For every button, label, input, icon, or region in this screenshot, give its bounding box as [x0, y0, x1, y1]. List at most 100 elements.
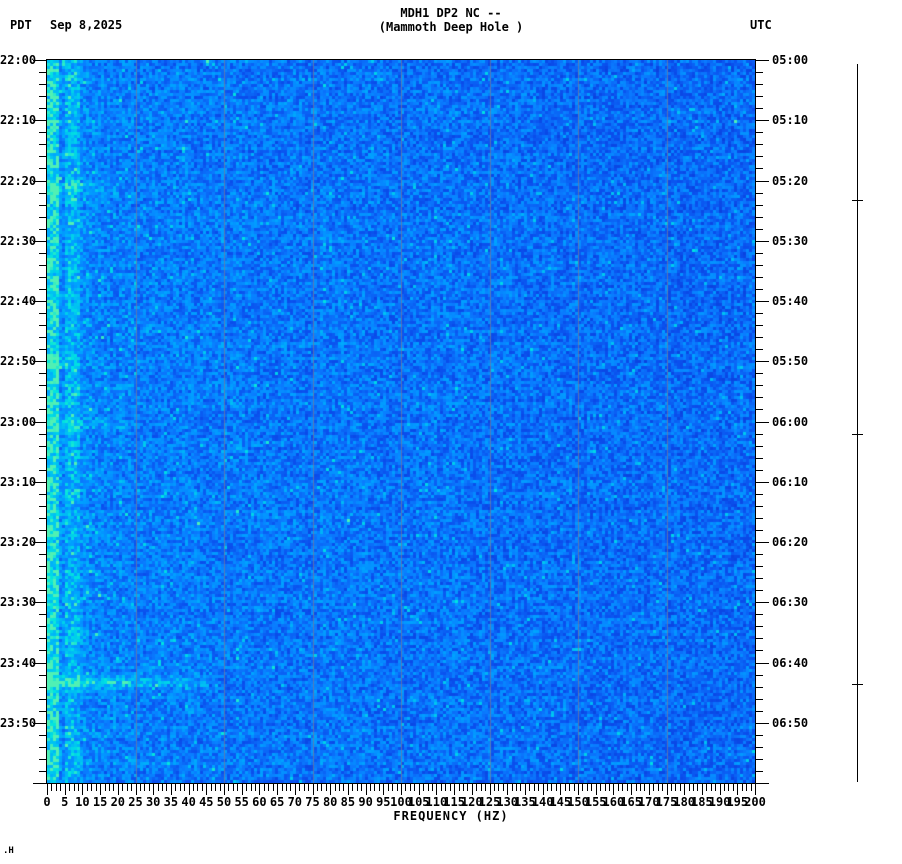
- x-axis-minor-tick: [680, 784, 681, 791]
- y-axis-right-label: 05:10: [772, 113, 809, 128]
- y-axis-right-tick: [756, 313, 763, 314]
- x-axis-minor-tick: [445, 784, 446, 791]
- x-axis-minor-tick: [233, 784, 234, 791]
- x-axis-minor-tick: [78, 784, 79, 791]
- station-title: MDH1 DP2 NC --: [400, 6, 502, 20]
- x-axis-minor-tick: [441, 784, 442, 791]
- x-axis-minor-tick: [556, 784, 557, 791]
- x-axis-minor-tick: [96, 784, 97, 791]
- x-axis-tick-label: 100: [390, 795, 412, 809]
- x-axis-minor-tick: [414, 784, 415, 791]
- y-axis-left-label: 23:00: [0, 414, 37, 429]
- x-axis-major-tick: [737, 784, 738, 795]
- y-axis-left-tick: [39, 409, 46, 410]
- x-axis-minor-tick: [751, 784, 752, 791]
- y-axis-right-tick: [756, 349, 763, 350]
- x-axis-minor-tick: [162, 784, 163, 791]
- x-axis-tick-label: 85: [340, 795, 356, 809]
- x-axis-minor-tick: [220, 784, 221, 791]
- y-axis-right-tick: [756, 241, 769, 242]
- x-axis-line: [46, 783, 756, 784]
- y-axis-right-tick: [756, 277, 763, 278]
- x-axis-minor-tick: [494, 784, 495, 791]
- y-axis-right-tick: [756, 168, 763, 169]
- x-axis-minor-tick: [60, 784, 61, 791]
- x-axis-major-tick: [720, 784, 721, 795]
- y-axis-left-tick: [39, 626, 46, 627]
- y-axis-right-tick: [756, 542, 769, 543]
- y-axis-left-tick: [39, 217, 46, 218]
- x-axis-tick-label: 5: [61, 795, 69, 809]
- y-axis-right-tick: [756, 711, 763, 712]
- x-axis-major-tick: [472, 784, 473, 795]
- y-axis-left-tick: [39, 132, 46, 133]
- x-axis-minor-tick: [211, 784, 212, 791]
- x-axis-major-tick: [702, 784, 703, 795]
- y-axis-left-tick: [39, 506, 46, 507]
- x-axis-minor-tick: [587, 784, 588, 791]
- station-subtitle: (Mammoth Deep Hole ): [378, 20, 524, 34]
- spectrogram-canvas[interactable]: [47, 60, 755, 783]
- y-axis-left-tick: [39, 675, 46, 676]
- y-axis-left-tick: [39, 614, 46, 615]
- y-axis-left-label: 22:40: [0, 294, 37, 308]
- x-axis-major-tick: [401, 784, 402, 795]
- x-axis-major-tick: [366, 784, 367, 795]
- x-axis-major-tick: [277, 784, 278, 795]
- x-axis-title: FREQUENCY (HZ): [393, 809, 509, 823]
- y-axis-left-label: 22:30: [0, 233, 37, 248]
- spectrogram-plot[interactable]: [47, 60, 755, 783]
- x-axis-major-tick: [189, 784, 190, 795]
- x-axis-minor-tick: [706, 784, 707, 791]
- y-axis-right-label: 05:40: [772, 294, 809, 308]
- x-axis-minor-tick: [711, 784, 712, 791]
- x-axis-minor-tick: [428, 784, 429, 791]
- x-axis-minor-tick: [675, 784, 676, 791]
- x-axis-tick-label: 200: [744, 795, 766, 809]
- x-axis-minor-tick: [742, 784, 743, 791]
- x-axis-tick-label: 90: [358, 795, 373, 809]
- x-axis-major-tick: [490, 784, 491, 795]
- x-axis-tick-label: 180: [673, 795, 696, 809]
- y-axis-right-tick: [756, 506, 763, 507]
- x-axis-tick-label: 135: [514, 795, 536, 809]
- x-axis-minor-tick: [74, 784, 75, 791]
- y-axis-left-tick: [39, 144, 46, 145]
- x-axis-minor-tick: [237, 784, 238, 791]
- x-axis-minor-tick: [512, 784, 513, 791]
- x-axis-major-tick: [560, 784, 561, 795]
- y-axis-right-tick: [756, 783, 769, 784]
- x-axis-major-tick: [755, 784, 756, 795]
- x-axis-minor-tick: [343, 784, 344, 791]
- x-axis-tick-label: 95: [376, 795, 391, 809]
- timezone-label-right: UTC: [750, 18, 772, 32]
- y-axis-left-tick: [39, 72, 46, 73]
- x-axis-tick-label: 155: [584, 795, 607, 809]
- y-axis-left-tick: [39, 518, 46, 519]
- y-axis-right-label: 06:10: [772, 474, 809, 489]
- x-axis-tick-label: 70: [287, 795, 303, 809]
- y-axis-right-label: 06:30: [772, 595, 809, 610]
- x-axis-minor-tick: [724, 784, 725, 791]
- y-axis-left-label: 23:30: [0, 595, 37, 610]
- y-axis-left-tick: [33, 60, 46, 61]
- y-axis-left-label: 22:10: [0, 113, 37, 128]
- y-axis-right-tick: [756, 554, 763, 555]
- x-axis-major-tick: [613, 784, 614, 795]
- y-axis-right-tick: [756, 132, 763, 133]
- x-axis-minor-tick: [56, 784, 57, 791]
- x-axis-minor-tick: [459, 784, 460, 791]
- x-axis-major-tick: [330, 784, 331, 795]
- y-axis-right-tick: [756, 397, 763, 398]
- x-axis-minor-tick: [127, 784, 128, 791]
- x-axis-minor-tick: [405, 784, 406, 791]
- x-axis-minor-tick: [498, 784, 499, 791]
- y-axis-left-tick: [39, 699, 46, 700]
- y-axis-right-tick: [756, 72, 763, 73]
- x-axis-tick-label: 50: [216, 795, 232, 809]
- y-axis-right-tick: [756, 144, 763, 145]
- record-date-label: Sep 8,2025: [50, 18, 123, 32]
- x-axis-major-tick: [82, 784, 83, 795]
- y-axis-right-tick: [756, 422, 769, 423]
- x-axis-minor-tick: [662, 784, 663, 791]
